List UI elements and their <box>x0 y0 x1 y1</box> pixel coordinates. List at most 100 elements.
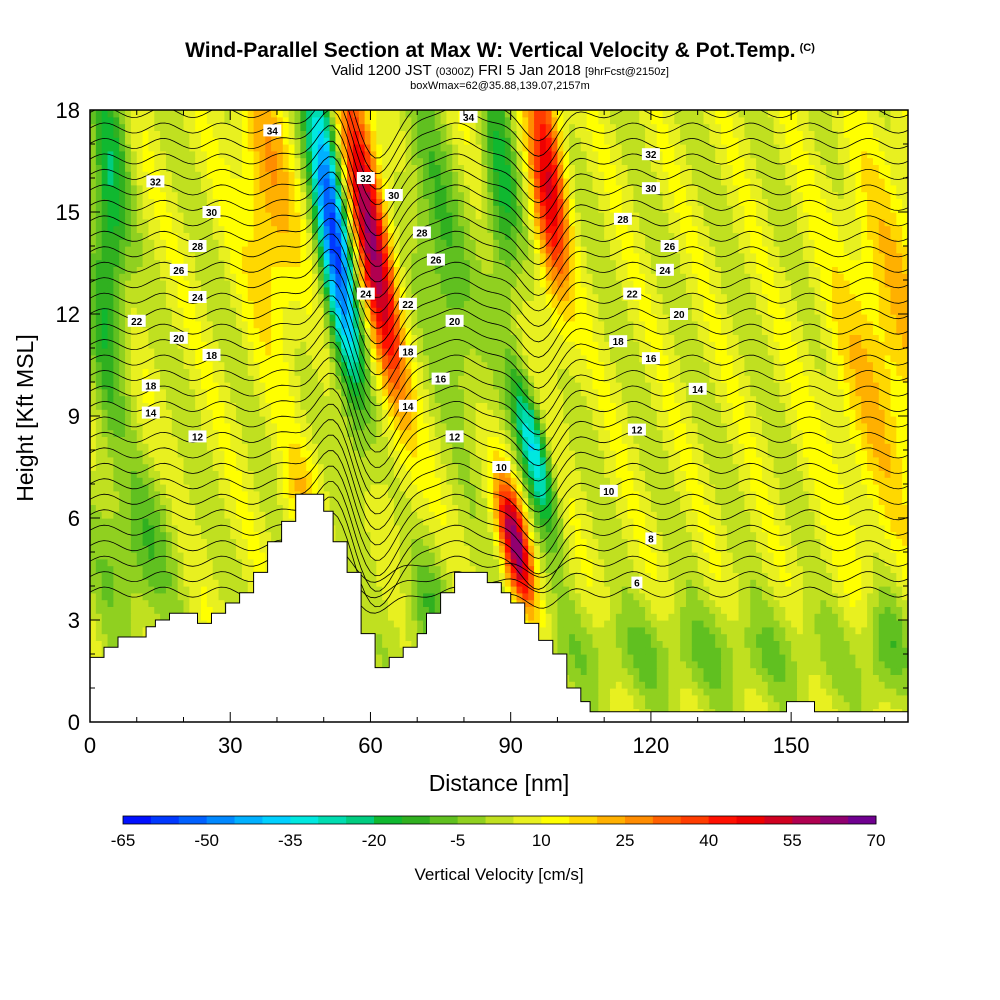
field-cell <box>545 633 553 641</box>
field-cell <box>884 620 892 628</box>
field-cell <box>814 579 821 587</box>
field-cell <box>370 579 377 587</box>
field-cell <box>142 524 150 533</box>
field-cell <box>458 524 465 533</box>
field-cell <box>715 545 722 553</box>
field-cell <box>750 660 757 669</box>
field-cell <box>896 681 903 689</box>
field-cell <box>534 545 541 553</box>
field-cell <box>458 545 465 553</box>
field-cell <box>569 633 576 641</box>
field-cell <box>738 552 745 560</box>
field-cell <box>551 640 559 648</box>
field-cell <box>276 497 284 505</box>
field-cell <box>195 572 202 580</box>
field-cell <box>183 490 190 499</box>
field-cell <box>434 518 442 526</box>
field-cell <box>627 667 634 675</box>
field-cell <box>382 524 389 533</box>
field-cell <box>574 654 582 662</box>
field-cell <box>703 633 710 641</box>
field-cell <box>721 497 728 505</box>
field-cell <box>364 558 372 567</box>
field-cell <box>726 694 734 703</box>
field-cell <box>218 558 225 567</box>
field-cell <box>528 531 535 539</box>
field-cell <box>685 565 693 573</box>
field-cell <box>826 586 833 594</box>
field-cell <box>761 694 769 703</box>
field-cell <box>598 545 605 553</box>
field-cell <box>119 552 126 560</box>
field-cell <box>545 497 553 505</box>
field-cell <box>890 599 897 607</box>
field-cell <box>475 565 483 573</box>
field-cell <box>627 592 634 601</box>
field-cell <box>195 606 202 614</box>
field-cell <box>627 545 634 553</box>
field-cell <box>709 674 716 682</box>
field-cell <box>125 511 132 519</box>
field-cell <box>610 592 617 601</box>
field-cell <box>107 579 114 587</box>
field-cell <box>125 626 132 635</box>
field-cell <box>411 552 418 560</box>
field-cell <box>680 484 687 492</box>
field-cell <box>697 640 705 648</box>
field-cell <box>680 497 687 505</box>
field-cell <box>487 490 494 499</box>
field-cell <box>738 694 745 703</box>
valid-time: Valid 1200 JST (0300Z) FRI 5 Jan 2018 [9… <box>0 63 1000 80</box>
field-cell <box>843 538 851 546</box>
field-cell <box>206 613 214 621</box>
field-cell <box>469 545 477 553</box>
field-cell <box>849 620 857 628</box>
field-cell <box>861 531 868 539</box>
field-cell <box>621 626 629 635</box>
field-cell <box>796 558 804 567</box>
field-cell <box>434 524 442 533</box>
field-cell <box>656 504 664 512</box>
field-cell <box>872 681 880 689</box>
field-cell <box>610 518 617 526</box>
field-cell <box>259 558 266 567</box>
field-cell <box>610 694 617 703</box>
field-cell <box>90 511 97 519</box>
field-cell <box>452 484 459 492</box>
field-cell <box>171 579 179 587</box>
field-cell <box>475 538 483 546</box>
field-cell <box>551 565 559 573</box>
field-cell <box>107 599 114 607</box>
field-cell <box>773 565 781 573</box>
field-cell <box>872 484 880 492</box>
field-cell <box>522 599 529 607</box>
field-cell <box>545 484 553 492</box>
field-cell <box>399 586 407 594</box>
field-cell <box>259 531 266 539</box>
field-cell <box>113 599 120 607</box>
field-cell <box>539 606 547 614</box>
field-cell <box>703 497 710 505</box>
field-cell <box>393 552 401 560</box>
field-cell <box>347 531 354 539</box>
field-cell <box>680 701 687 709</box>
field-cell <box>773 640 781 648</box>
field-cell <box>674 654 681 662</box>
field-cell <box>878 497 886 505</box>
field-cell <box>633 524 640 533</box>
field-cell <box>458 538 465 546</box>
field-cell <box>440 565 448 573</box>
field-cell <box>843 694 851 703</box>
field-cell <box>662 586 670 594</box>
field-cell <box>493 504 500 512</box>
field-cell <box>113 620 120 628</box>
field-cell <box>621 524 629 533</box>
field-cell <box>685 688 693 696</box>
field-cell <box>241 477 249 485</box>
field-cell <box>201 504 208 512</box>
field-cell <box>580 558 588 567</box>
field-cell <box>791 633 798 641</box>
field-cell <box>586 647 594 655</box>
field-cell <box>598 654 605 662</box>
field-cell <box>382 640 389 648</box>
